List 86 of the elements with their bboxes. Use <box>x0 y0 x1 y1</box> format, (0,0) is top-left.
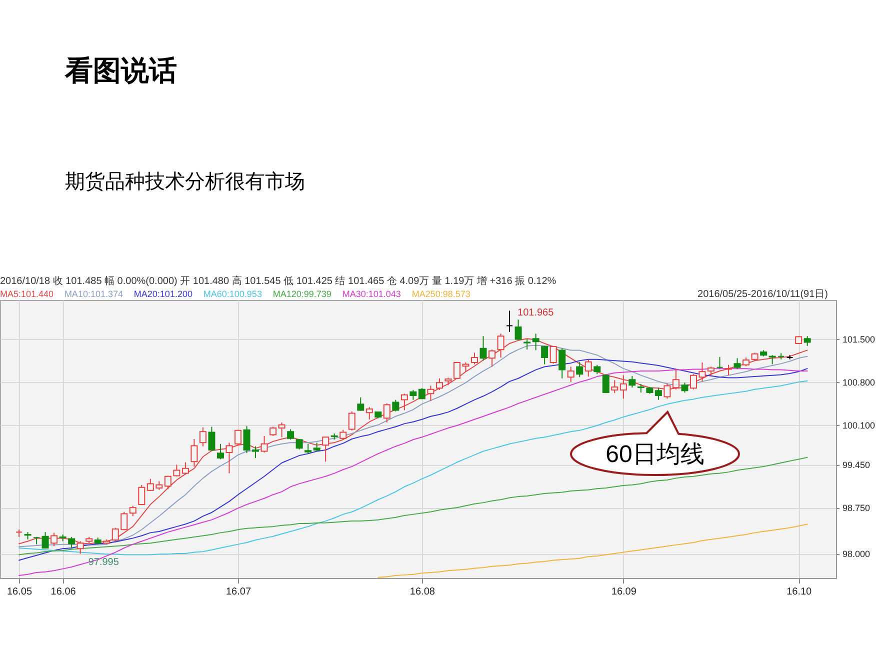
y-tick-label: 99.450 <box>842 460 870 470</box>
candlestick <box>804 336 811 346</box>
candlestick <box>234 429 242 446</box>
text: MA5:101.440 <box>0 289 54 299</box>
annotation: 60日均线 <box>606 441 704 468</box>
candlestick <box>550 345 557 364</box>
annotation: 97.995 <box>88 556 120 568</box>
chart-subtitle: 期货品种技术分析很有市场 <box>65 171 305 193</box>
text: MA60:100.953 <box>203 289 262 299</box>
candlestick <box>427 385 434 402</box>
candlestick <box>322 436 330 462</box>
text: MA120:99.739 <box>272 289 332 299</box>
candlestick <box>628 375 636 388</box>
text: 2016/05/25-2016/10/11(91日) <box>698 289 828 300</box>
y-tick-label: 98.000 <box>842 549 870 560</box>
candlestick <box>208 426 216 451</box>
candlestick <box>558 348 566 379</box>
candlestick <box>42 532 49 550</box>
text: MA20:101.200 <box>134 289 192 299</box>
y-tick-label: 100.800 <box>842 378 876 388</box>
candlestick <box>524 338 531 350</box>
candlestick <box>366 406 373 420</box>
candlestick <box>436 378 443 391</box>
candlestick <box>348 410 356 431</box>
x-tick-label: 16.07 <box>226 586 252 598</box>
candlestick <box>199 426 206 447</box>
candlestick <box>138 484 146 506</box>
candlestick <box>33 536 40 545</box>
x-tick-label: 16.06 <box>50 586 76 598</box>
candlestick <box>768 354 776 365</box>
candlestick <box>68 536 76 548</box>
candlestick <box>734 358 741 370</box>
candlestick <box>584 358 592 378</box>
candlestick <box>287 428 294 440</box>
candlestick <box>173 464 180 477</box>
line-series <box>378 524 808 578</box>
candlestick <box>470 352 478 365</box>
y-tick-label: 101.500 <box>842 334 876 345</box>
candlestick <box>716 356 724 370</box>
candlestick <box>392 399 400 412</box>
text: MA10:101.374 <box>64 289 123 299</box>
candlestick <box>357 396 364 412</box>
x-tick-label: 16.09 <box>611 586 637 598</box>
candlestick <box>488 349 496 368</box>
candlestick <box>226 442 233 474</box>
candlestick <box>532 333 540 351</box>
candlestick <box>129 505 136 517</box>
candlestick <box>190 438 198 468</box>
y-tick-label: 98.750 <box>842 503 870 514</box>
candlestick <box>480 336 487 362</box>
candlestick <box>725 364 732 376</box>
candlestick <box>620 374 627 400</box>
candlestick <box>611 380 618 394</box>
y-tick-label: 100.100 <box>842 420 876 430</box>
candlestick <box>164 475 172 490</box>
candlestick <box>576 361 584 378</box>
candlestick <box>410 390 417 400</box>
candlestick <box>602 374 610 394</box>
candlestick <box>260 435 268 453</box>
x-tick-label: 16.10 <box>786 586 812 598</box>
candlestick <box>270 426 277 436</box>
candlestick <box>304 443 312 454</box>
candlestick <box>506 310 514 332</box>
candlestick <box>541 345 548 365</box>
annotation: 101.965 <box>518 308 554 319</box>
candlestick <box>681 382 688 393</box>
candlestick <box>654 387 662 400</box>
candlestick <box>216 443 224 460</box>
chart-title: 看图说话 <box>64 55 177 86</box>
candlestick <box>594 364 601 375</box>
candlestick <box>514 319 522 341</box>
candlestick <box>16 529 23 538</box>
text: MA30:101.043 <box>342 289 401 299</box>
candlestick <box>278 422 286 438</box>
candlestick <box>182 462 189 476</box>
candlestick <box>340 429 347 440</box>
x-tick-label: 16.05 <box>7 586 32 598</box>
candlestick <box>672 368 680 390</box>
candlestick <box>567 366 574 383</box>
candlestick <box>664 382 671 400</box>
text: 2016/10/18 收 101.485 幅 0.00%(0.000) 开 101.480 高 101.545 低 101.425 结 101.465 仓 4.09万 量 1.19万 增 +316 振 0.12% <box>0 275 556 287</box>
candlestick <box>296 438 303 450</box>
x-tick-label: 16.08 <box>410 586 436 598</box>
candlestick <box>383 402 390 423</box>
candlestick <box>400 393 408 411</box>
text: MA250:98.573 <box>412 289 470 299</box>
